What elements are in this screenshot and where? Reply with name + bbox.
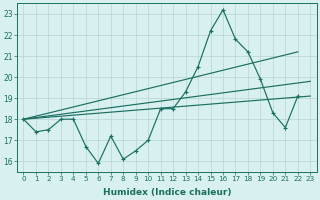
X-axis label: Humidex (Indice chaleur): Humidex (Indice chaleur)	[103, 188, 231, 197]
